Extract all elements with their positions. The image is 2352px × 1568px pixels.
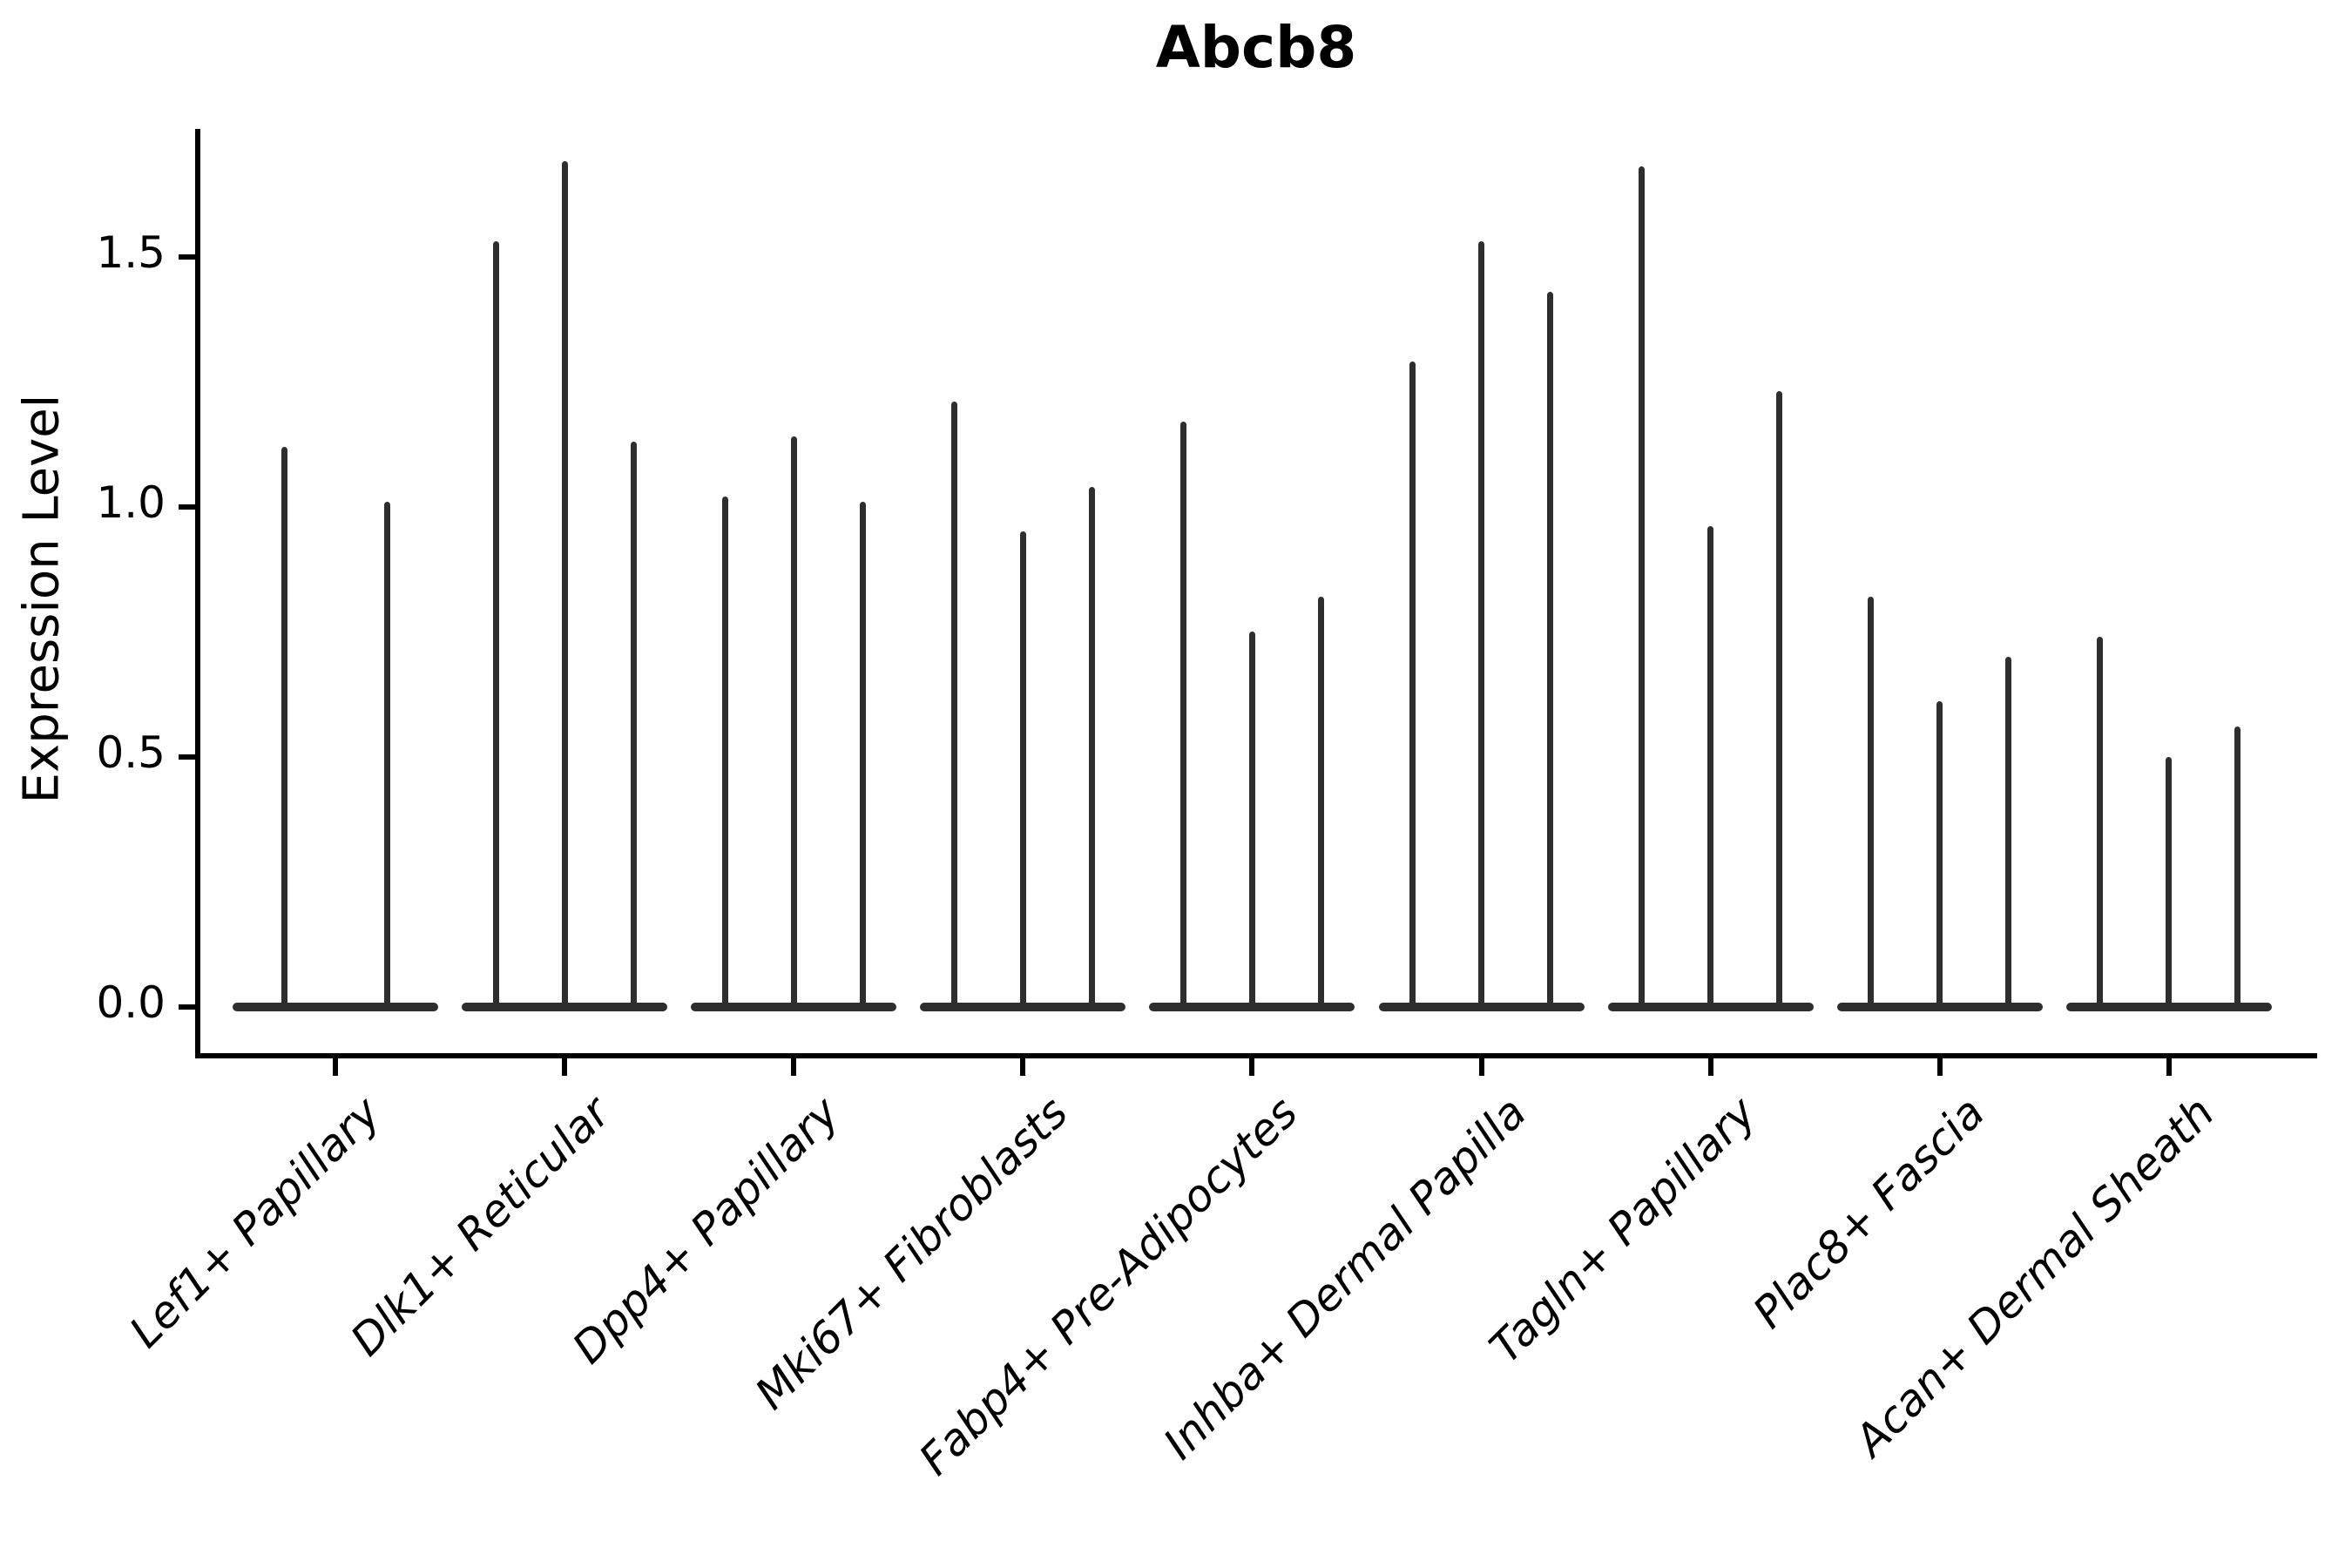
violin-base: [1607, 1002, 1814, 1011]
y-axis-label: Expression Level: [13, 394, 71, 804]
x-tick-label: Fabp4+ Pre-Adipocytes: [909, 1087, 1308, 1485]
violin-base: [920, 1002, 1126, 1011]
violin-spike: [630, 441, 637, 1007]
violin-spike: [1868, 596, 1875, 1007]
violin-spike: [561, 161, 568, 1007]
y-tick-label: 1.5: [96, 226, 166, 278]
y-tick-mark: [179, 253, 196, 260]
violin-base: [1836, 1002, 2043, 1011]
violin-spike: [2005, 656, 2012, 1007]
y-tick-label: 0.5: [96, 727, 166, 778]
y-tick-mark: [179, 1004, 196, 1010]
violin-base: [1378, 1002, 1585, 1011]
violin-spike: [950, 401, 957, 1007]
violin-spike: [1317, 596, 1324, 1007]
violin-spike: [859, 501, 866, 1007]
violin-spike: [790, 436, 797, 1007]
violin-spike: [1547, 291, 1553, 1007]
violin-spike: [383, 501, 390, 1007]
x-tick-label: Inhba+ Dermal Papilla: [1154, 1087, 1537, 1470]
x-axis-spine: [195, 1053, 2317, 1058]
violin-spike: [1248, 632, 1255, 1007]
violin-spike: [1019, 531, 1026, 1007]
violin-spike: [1776, 391, 1783, 1007]
violin-base: [2065, 1002, 2272, 1011]
violin-base: [462, 1002, 668, 1011]
y-axis-spine: [195, 129, 200, 1058]
violin-base: [691, 1002, 897, 1011]
x-tick-label: Lef1+ Papillary: [119, 1087, 391, 1358]
x-tick-mark: [1249, 1058, 1255, 1076]
violin-spike: [1409, 362, 1416, 1007]
violin-spike: [2234, 727, 2241, 1007]
violin-spike: [1478, 241, 1484, 1007]
x-tick-mark: [1478, 1058, 1484, 1076]
violin-spike: [492, 241, 499, 1007]
x-tick-mark: [333, 1058, 338, 1076]
violin-base: [233, 1002, 438, 1011]
violin-spike: [1088, 486, 1095, 1007]
x-tick-mark: [1707, 1058, 1713, 1076]
y-tick-mark: [179, 754, 196, 760]
y-tick-mark: [179, 504, 196, 510]
violin-spike: [1179, 421, 1186, 1007]
x-tick-mark: [1936, 1058, 1943, 1076]
chart-title: Abcb8: [1155, 14, 1357, 81]
y-tick-label: 1.0: [96, 476, 166, 528]
x-tick-label: Plac8+ Fascia: [1743, 1087, 1995, 1338]
violin-spike: [2166, 756, 2173, 1007]
violin-spike: [1639, 166, 1646, 1007]
x-tick-mark: [791, 1058, 797, 1076]
violin-spike: [721, 497, 728, 1007]
violin-spike: [1707, 526, 1714, 1007]
x-tick-mark: [562, 1058, 568, 1076]
violin-spike: [2097, 636, 2104, 1007]
x-tick-mark: [2166, 1058, 2172, 1076]
x-tick-mark: [1020, 1058, 1026, 1076]
violin-base: [1149, 1002, 1355, 1011]
violin-spike: [1936, 701, 1943, 1007]
violin-spike: [280, 446, 287, 1007]
y-tick-label: 0.0: [96, 977, 166, 1028]
